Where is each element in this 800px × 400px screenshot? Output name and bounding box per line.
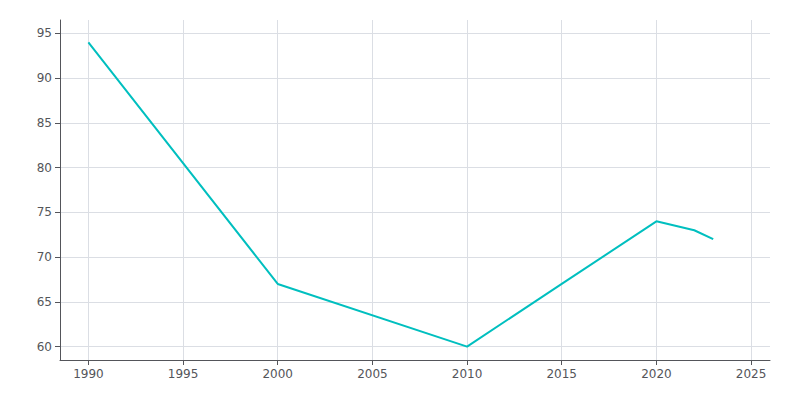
svg-text:2010: 2010 — [452, 367, 483, 381]
svg-text:2005: 2005 — [357, 367, 388, 381]
svg-text:80: 80 — [37, 161, 52, 175]
svg-text:90: 90 — [37, 71, 52, 85]
svg-text:2000: 2000 — [262, 367, 293, 381]
svg-text:75: 75 — [37, 205, 52, 219]
svg-text:60: 60 — [37, 340, 52, 354]
svg-text:2015: 2015 — [546, 367, 577, 381]
svg-text:2025: 2025 — [736, 367, 767, 381]
svg-text:85: 85 — [37, 116, 52, 130]
svg-text:95: 95 — [37, 26, 52, 40]
svg-text:2020: 2020 — [641, 367, 672, 381]
svg-text:65: 65 — [37, 295, 52, 309]
svg-text:1995: 1995 — [168, 367, 199, 381]
svg-text:70: 70 — [37, 250, 52, 264]
svg-text:1990: 1990 — [73, 367, 104, 381]
